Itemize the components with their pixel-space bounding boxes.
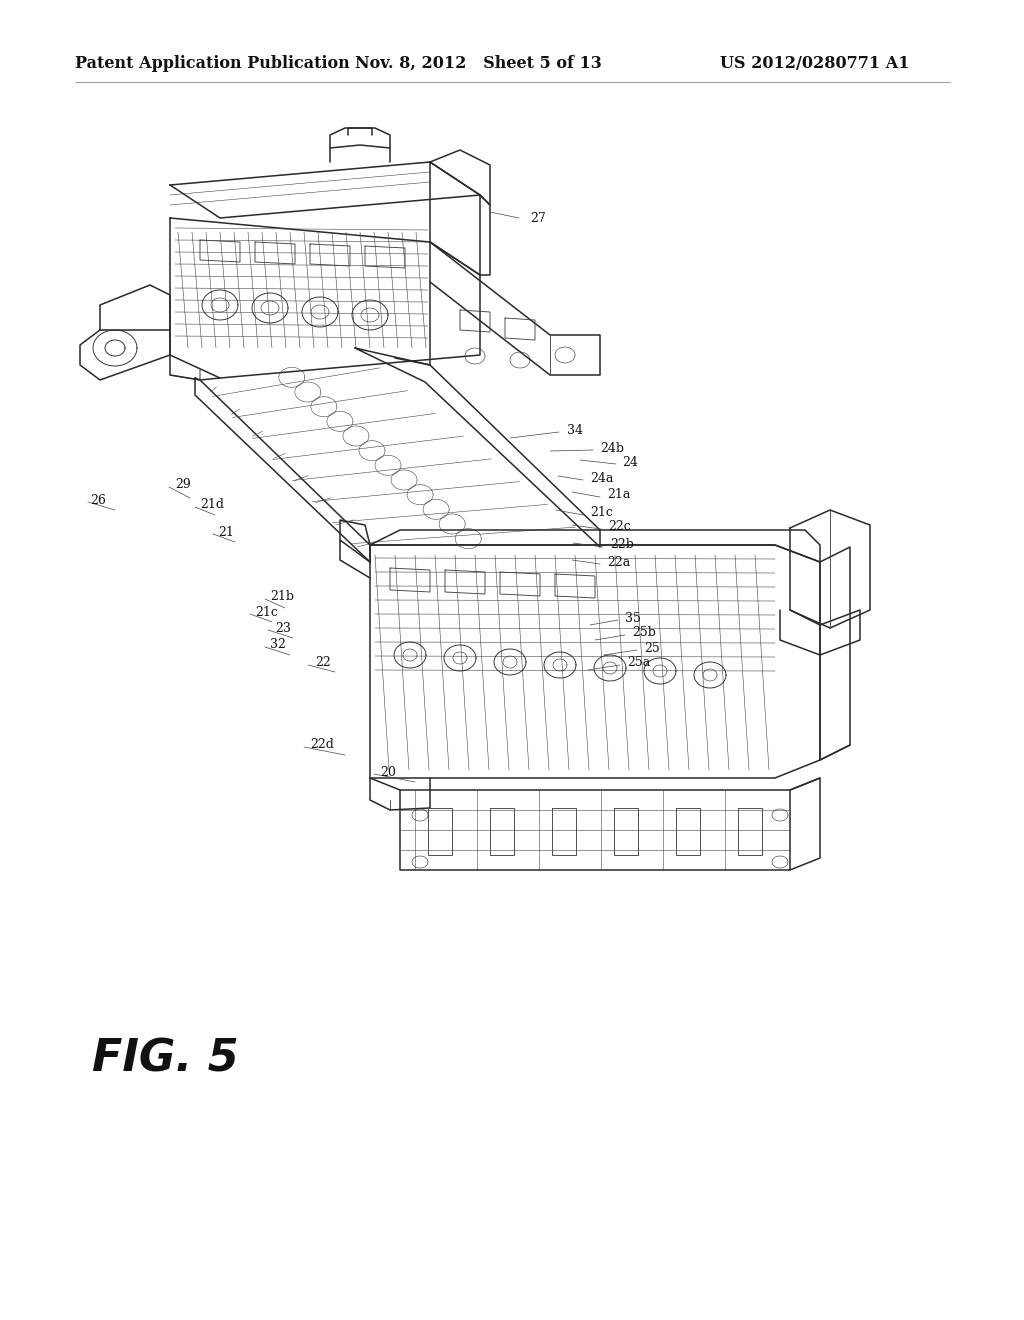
Text: 20: 20 [380,766,396,779]
Text: FIG. 5: FIG. 5 [91,1038,239,1080]
Text: 22d: 22d [310,738,334,751]
Text: 25: 25 [644,642,659,655]
Text: 21d: 21d [200,499,224,511]
Text: 24: 24 [622,455,638,469]
Text: 29: 29 [175,479,190,491]
Text: 26: 26 [90,494,105,507]
Text: 24a: 24a [590,471,613,484]
Text: 34: 34 [567,424,583,437]
Text: 24b: 24b [600,441,624,454]
Text: 21a: 21a [607,488,631,502]
Text: US 2012/0280771 A1: US 2012/0280771 A1 [720,55,909,73]
Text: Patent Application Publication: Patent Application Publication [75,55,350,73]
Text: 22: 22 [315,656,331,669]
Text: 25a: 25a [627,656,650,669]
Text: 22b: 22b [610,539,634,552]
Text: 22c: 22c [608,520,631,533]
Text: 23: 23 [275,622,291,635]
Text: 35: 35 [625,611,641,624]
Text: 21c: 21c [255,606,278,619]
Text: 25b: 25b [632,627,656,639]
Text: 32: 32 [270,639,286,652]
Text: 27: 27 [530,211,546,224]
Text: 21b: 21b [270,590,294,603]
Text: 22a: 22a [607,556,630,569]
Text: Nov. 8, 2012   Sheet 5 of 13: Nov. 8, 2012 Sheet 5 of 13 [355,55,602,73]
Text: 21: 21 [218,525,233,539]
Text: 21c: 21c [590,507,613,520]
